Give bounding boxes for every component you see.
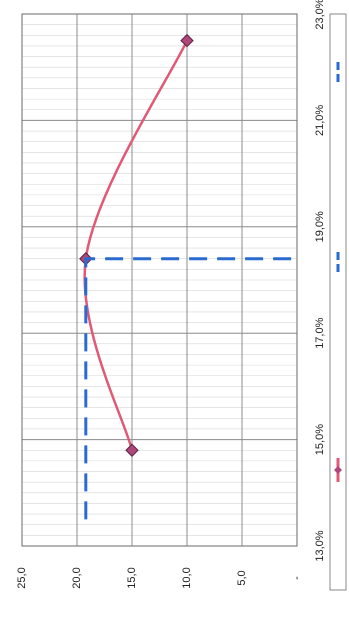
y-tick-label: 25,0 [16, 567, 28, 588]
y-tick-label: 5,0 [236, 570, 248, 585]
series-line-1 [84, 257, 297, 520]
x-tick-label: 15,0% [314, 424, 326, 455]
legend [329, 13, 347, 591]
y-tick-label: - [291, 576, 303, 580]
x-axis-tick-labels: 13,0% 15,0% 17,0% 19,0% 21,0% 23,0% [314, 0, 326, 562]
series-marker [125, 443, 139, 457]
y-tick-label: 20,0 [71, 567, 83, 588]
series-marker [180, 33, 194, 48]
legend-box [329, 13, 347, 591]
x-tick-label: 21,0% [314, 105, 326, 136]
x-tick-label: 17,0% [314, 317, 326, 348]
y-axis-tick-labels: 25,0 20,0 15,0 10,0 5,0 - [16, 567, 303, 588]
series-layer [79, 33, 297, 520]
plot-area-border [21, 13, 298, 547]
x-tick-label: 19,0% [314, 211, 326, 242]
y-tick-label: 15,0 [126, 567, 138, 588]
y-tick-label: 10,0 [181, 567, 193, 588]
legend-marker [334, 466, 342, 474]
x-tick-label: 23,0% [314, 0, 326, 30]
x-tick-label: 13,0% [314, 530, 326, 561]
